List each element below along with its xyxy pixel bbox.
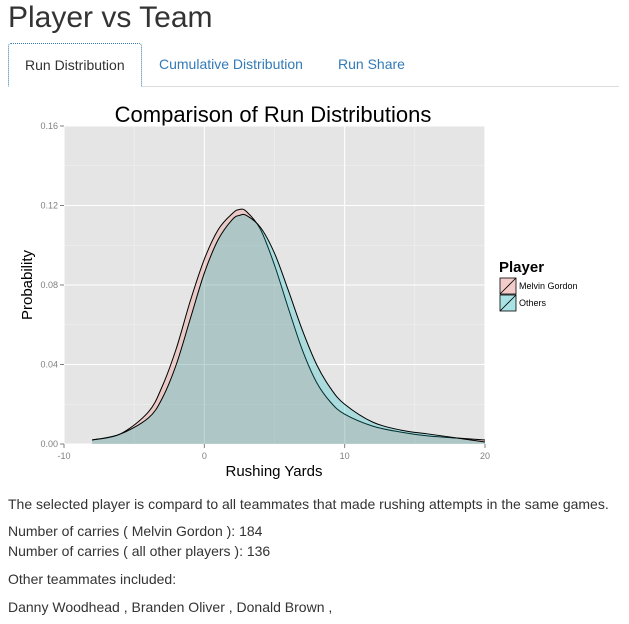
legend-swatch-line: [499, 277, 517, 295]
density-areas: [91, 208, 486, 444]
carries-others: Number of carries ( all other players ):…: [8, 543, 271, 559]
y-axis-label: Probability: [19, 249, 36, 320]
carries-player: Number of carries ( Melvin Gordon ): 184: [8, 523, 263, 539]
density-area-others: [92, 214, 486, 444]
page-title: Player vs Team: [8, 1, 213, 34]
tab-run-distribution[interactable]: Run Distribution: [8, 43, 142, 87]
y-tick-label: 0.00: [40, 439, 58, 449]
chart-svg: Comparison of Run Distributions -10 0 10 20…: [19, 102, 578, 480]
legend-label: Melvin Gordon: [519, 281, 578, 291]
x-tick-label: 0: [202, 451, 207, 461]
density-line-player: [91, 208, 486, 441]
y-tick-label: 0.08: [40, 280, 58, 290]
density-area-player: [92, 209, 486, 444]
teammates-list: Danny Woodhead , Branden Oliver , Donald…: [8, 599, 333, 615]
axes: -10 0 10 20 0.00 0.04 0.08 0.12 0.16: [40, 121, 490, 461]
x-tick-label: 20: [480, 451, 490, 461]
density-line-others: [91, 213, 486, 443]
legend-label: Others: [519, 298, 547, 308]
grid-lines: [63, 125, 486, 445]
x-axis-label: Rushing Yards: [225, 463, 322, 480]
tab-bar: Run Distribution Cumulative Distribution…: [8, 43, 619, 87]
y-tick-label: 0.16: [40, 121, 58, 131]
tab-run-share[interactable]: Run Share: [338, 56, 405, 72]
y-tick-label: 0.04: [40, 360, 58, 370]
teammates-label: Other teammates included:: [8, 571, 177, 587]
run-distribution-plot: Comparison of Run Distributions -10 0 10 20…: [0, 98, 629, 488]
x-tick-label: -10: [57, 451, 70, 461]
tab-cumulative-distribution[interactable]: Cumulative Distribution: [159, 56, 303, 72]
x-tick-label: 10: [340, 451, 350, 461]
legend: Player Melvin Gordon Others: [499, 259, 578, 312]
legend-swatch-line: [499, 294, 517, 312]
y-tick-label: 0.12: [40, 201, 58, 211]
chart-title: Comparison of Run Distributions: [115, 102, 432, 127]
description-text: The selected player is compard to all te…: [8, 496, 609, 512]
legend-title: Player: [499, 259, 544, 276]
